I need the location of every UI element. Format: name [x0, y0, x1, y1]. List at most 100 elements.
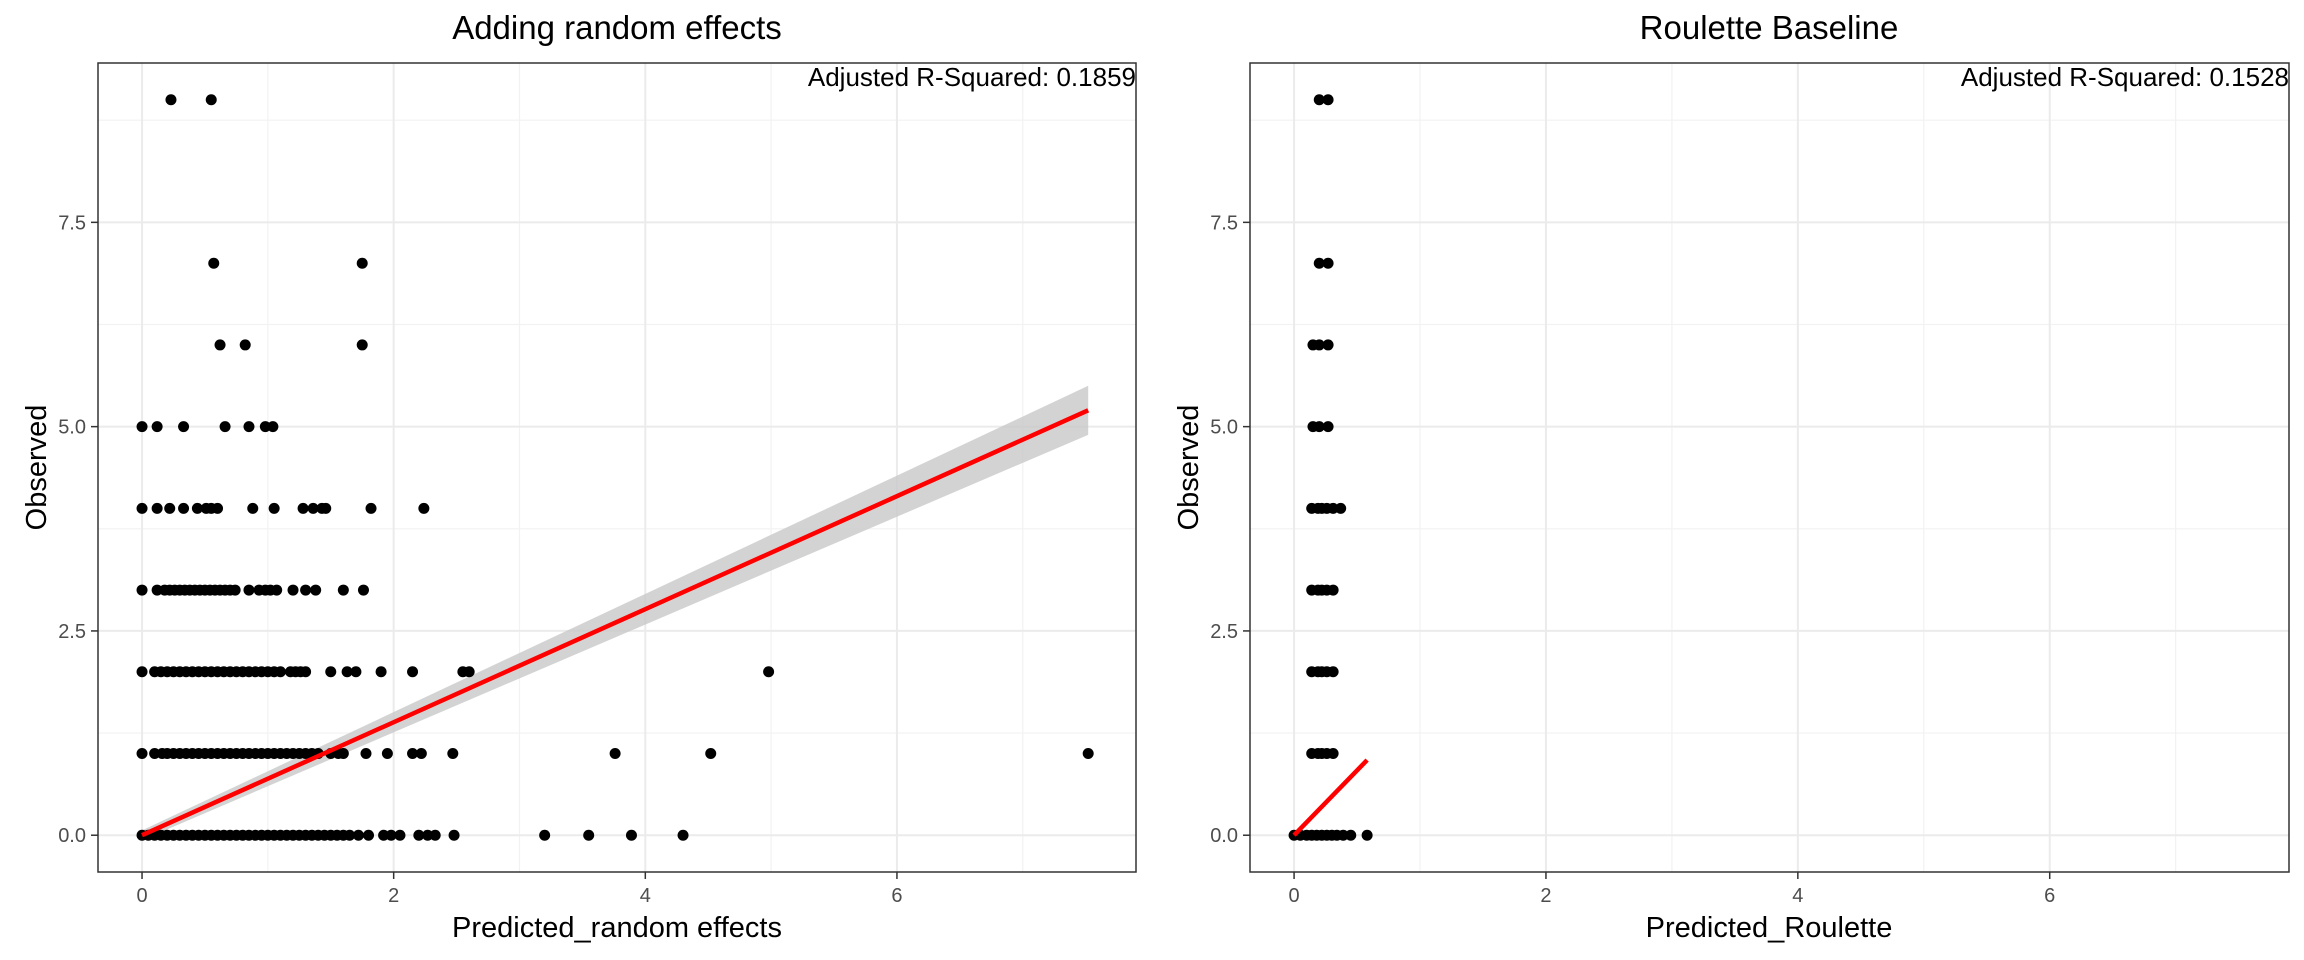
- r-squared-annotation: Adjusted R-Squared: 0.1859: [808, 62, 1136, 92]
- plot-border: [1249, 62, 2290, 873]
- data-point: [583, 829, 595, 841]
- data-point: [136, 666, 148, 678]
- data-point: [360, 748, 372, 760]
- data-point: [151, 584, 163, 596]
- data-point: [448, 829, 460, 841]
- data-point: [219, 421, 231, 433]
- data-point: [1345, 829, 1357, 841]
- y-tick-label: 0.0: [1210, 825, 1238, 847]
- data-point: [763, 666, 775, 678]
- x-axis-title: Predicted_random effects: [452, 912, 782, 944]
- data-point: [212, 502, 224, 514]
- data-point: [705, 748, 717, 760]
- data-point: [463, 666, 475, 678]
- x-tick-label: 6: [2044, 885, 2055, 907]
- x-tick-label: 0: [1289, 885, 1300, 907]
- data-point: [1335, 502, 1347, 514]
- data-point: [1322, 339, 1334, 351]
- panel-right: 0 2 4 6 0.0 2.5 5.0 7.5 Roulette Baseline Predict…: [1173, 9, 2290, 944]
- data-point: [394, 829, 406, 841]
- data-point: [178, 421, 190, 433]
- data-point: [1337, 829, 1349, 841]
- r-squared-annotation: Adjusted R-Squared: 0.1528: [1961, 62, 2289, 92]
- data-point: [357, 584, 369, 596]
- data-point: [267, 421, 279, 433]
- data-point: [320, 502, 332, 514]
- data-point: [307, 502, 319, 514]
- y-axis-title: Observed: [1173, 405, 1205, 531]
- data-point: [378, 829, 390, 841]
- data-point: [247, 502, 259, 514]
- data-point: [337, 748, 349, 760]
- data-point: [344, 829, 356, 841]
- regression-line: [141, 408, 1090, 838]
- data-point: [415, 748, 427, 760]
- y-tick-label: 2.5: [1210, 621, 1238, 643]
- x-tick-label: 0: [136, 885, 147, 907]
- data-point: [191, 502, 203, 514]
- data-point: [385, 829, 397, 841]
- data-point: [274, 666, 286, 678]
- y-axis-title: Observed: [21, 405, 53, 531]
- data-point: [149, 748, 161, 760]
- data-point: [208, 257, 220, 269]
- data-point: [259, 421, 271, 433]
- data-point: [136, 421, 148, 433]
- data-point: [1327, 748, 1339, 760]
- data-point: [1322, 94, 1334, 106]
- x-tick-label: 2: [388, 885, 399, 907]
- x-tick-label: 4: [1792, 885, 1803, 907]
- data-point: [268, 502, 280, 514]
- data-point: [375, 666, 387, 678]
- data-point: [350, 666, 362, 678]
- data-point: [300, 666, 312, 678]
- data-point: [1361, 829, 1373, 841]
- y-tick-label: 5.0: [58, 417, 86, 439]
- data-point: [136, 502, 148, 514]
- data-point: [422, 829, 434, 841]
- data-point: [229, 584, 241, 596]
- data-point: [165, 94, 177, 106]
- data-point: [1327, 584, 1339, 596]
- data-point: [164, 502, 176, 514]
- data-point: [363, 829, 375, 841]
- data-point: [365, 502, 377, 514]
- data-point: [352, 829, 364, 841]
- x-tick-label: 4: [640, 885, 651, 907]
- data-point: [214, 339, 226, 351]
- data-point: [677, 829, 689, 841]
- data-point: [1313, 339, 1325, 351]
- data-point: [407, 666, 419, 678]
- data-point: [239, 339, 251, 351]
- data-point: [1322, 257, 1334, 269]
- data-point: [337, 584, 349, 596]
- regression-line: [1292, 758, 1369, 837]
- data-point: [381, 748, 393, 760]
- data-point: [287, 584, 299, 596]
- panel-title: Roulette Baseline: [1640, 9, 1899, 46]
- data-point: [300, 584, 312, 596]
- data-point: [1313, 421, 1325, 433]
- data-point: [356, 257, 368, 269]
- plot-background: [1250, 63, 2289, 872]
- data-point: [325, 666, 337, 678]
- data-point: [539, 829, 551, 841]
- y-tick-label: 0.0: [58, 825, 86, 847]
- data-point: [625, 829, 637, 841]
- data-point: [151, 502, 163, 514]
- data-point: [205, 94, 217, 106]
- y-tick-label: 7.5: [1210, 212, 1238, 234]
- data-point: [178, 502, 190, 514]
- y-tick-label: 7.5: [58, 212, 86, 234]
- data-point: [1313, 94, 1325, 106]
- y-tick-label: 2.5: [58, 621, 86, 643]
- data-point: [413, 829, 425, 841]
- data-point: [341, 666, 353, 678]
- y-tick-label: 5.0: [1210, 417, 1238, 439]
- panel-left: 0 2 4 6 0.0 2.5 5.0 7.5 Adding random effects Pre…: [21, 9, 1137, 944]
- data-point: [1322, 421, 1334, 433]
- data-point: [243, 421, 255, 433]
- data-point: [310, 584, 322, 596]
- data-point: [1327, 502, 1339, 514]
